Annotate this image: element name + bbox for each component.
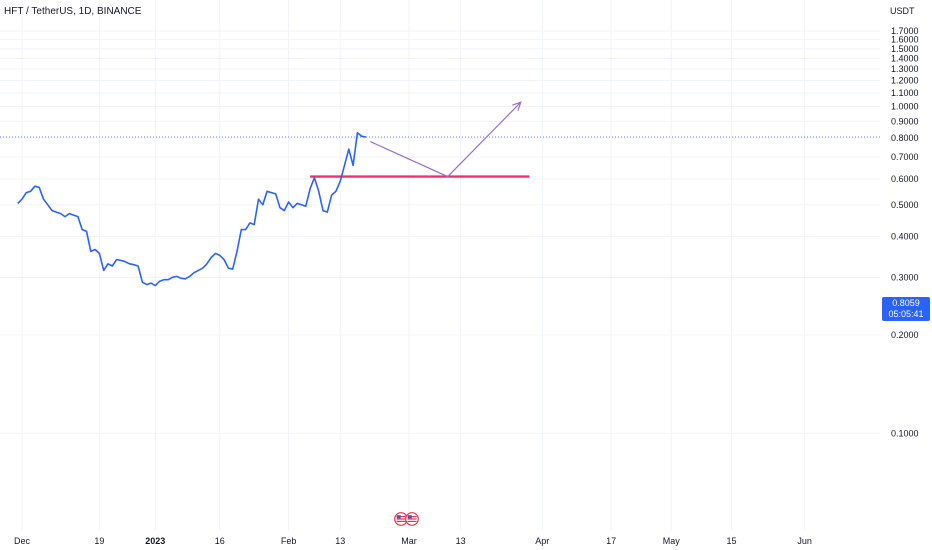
x-tick-label: 13: [335, 536, 345, 546]
projection-arrow[interactable]: [370, 101, 522, 178]
y-tick-label: 1.3000: [891, 64, 919, 74]
y-tick-label: 0.4000: [891, 231, 919, 241]
x-tick-label: 19: [94, 536, 104, 546]
y-tick-label: 0.7000: [891, 152, 919, 162]
price-line-series: [17, 132, 367, 287]
x-tick-label: Jun: [797, 536, 812, 546]
y-tick-label: 1.2000: [891, 75, 919, 85]
us-flag-icon[interactable]: [405, 512, 419, 526]
current-price-badge: 0.8059 05:05:41: [882, 297, 930, 321]
y-tick-label: 0.9000: [891, 116, 919, 126]
y-tick-label: 0.8000: [891, 133, 919, 143]
symbol-title[interactable]: HFT / TetherUS, 1D, BINANCE: [4, 6, 142, 17]
x-tick-label: Mar: [401, 536, 417, 546]
events-icons[interactable]: [394, 512, 420, 526]
y-tick-label: 0.1000: [891, 428, 919, 438]
y-tick-label: 1.6000: [891, 35, 919, 45]
current-price-value: 0.8059: [892, 298, 920, 308]
x-tick-label: 2023: [145, 536, 165, 546]
y-tick-label: 1.0000: [891, 101, 919, 111]
y-tick-label: 1.4000: [891, 54, 919, 64]
y-tick-label: 1.7000: [891, 26, 919, 36]
x-axis: Dec 19 2023 16 Feb 13 Mar 13 Apr 17 May 15 Jun: [14, 536, 812, 546]
y-tick-label: 1.1000: [891, 88, 919, 98]
grid-lines: [0, 0, 880, 530]
x-tick-label: 15: [726, 536, 736, 546]
y-tick-label: 0.6000: [891, 174, 919, 184]
y-tick-label: 1.5000: [891, 44, 919, 54]
bar-countdown: 05:05:41: [888, 309, 924, 319]
x-tick-label: Dec: [14, 536, 31, 546]
y-tick-label: 0.5000: [891, 200, 919, 210]
y-tick-label: 0.2000: [891, 330, 919, 340]
x-tick-label: 16: [215, 536, 225, 546]
x-tick-label: Apr: [535, 536, 549, 546]
x-tick-label: May: [663, 536, 681, 546]
currency-unit: USDT: [890, 6, 915, 16]
x-tick-label: 13: [456, 536, 466, 546]
y-tick-label: 0.3000: [891, 272, 919, 282]
x-tick-label: 17: [606, 536, 616, 546]
x-tick-label: Feb: [281, 536, 297, 546]
projection-arrow-head: [512, 101, 522, 111]
